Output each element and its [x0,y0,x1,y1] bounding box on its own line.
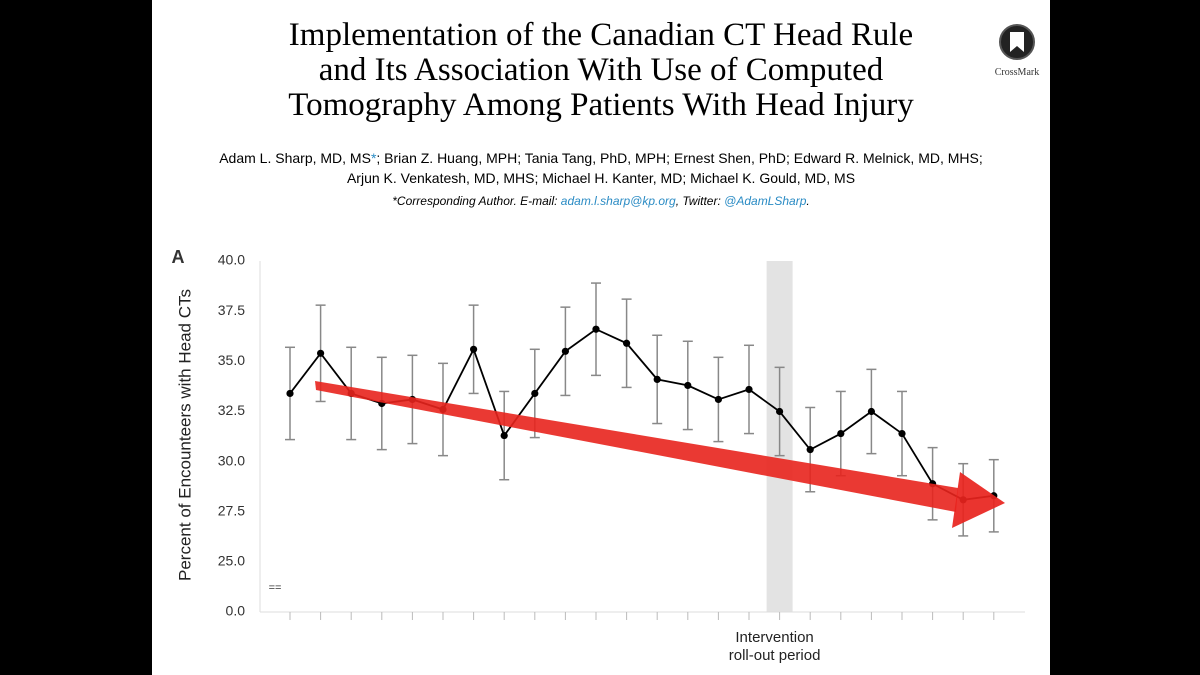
data-point [806,446,814,454]
data-point [776,407,784,416]
panel-label: A [172,247,185,267]
author-line: Arjun K. Venkatesh, MD, MHS; Michael H. … [346,170,856,186]
y-tick-label: 0.0 [226,603,246,619]
corr-text: *Corresponding Author. E-mail: [392,194,561,208]
data-point [286,389,294,398]
y-tick-label: 37.5 [218,302,245,318]
crossmark-icon [999,24,1035,60]
data-point [745,385,753,394]
data-point [500,431,508,440]
data-point [898,429,906,438]
data-point [561,347,570,355]
paper-sheet: Implementation of the Canadian CT Head R… [152,0,1050,675]
data-point [653,375,661,383]
author-text: ; Brian Z. Huang, MPH; Tania Tang, PhD, … [376,150,983,166]
data-point [470,345,478,353]
title-line: Implementation of the Canadian CT Head R… [288,17,914,53]
y-tick-label: 30.0 [218,452,245,468]
y-tick-label: 35.0 [218,352,245,368]
data-point [317,349,325,357]
authors: Adam L. Sharp, MD, MS*; Brian Z. Huang, … [152,148,1050,188]
author-text: Adam L. Sharp, MD, MS [219,150,371,166]
red-arrow-shaft [315,381,958,512]
rollout-label: Intervention [735,629,813,646]
data-point [714,395,723,404]
crossmark[interactable]: CrossMark [988,22,1046,78]
author-line: Adam L. Sharp, MD, MS*; Brian Z. Huang, … [152,148,1050,168]
data-point [867,407,876,416]
corr-text: , Twitter: [675,194,725,208]
y-tick-label: 40.0 [218,252,245,268]
crossmark-label: CrossMark [994,67,1040,78]
data-point [623,339,631,347]
rollout-label: roll-out period [729,647,821,664]
axis-break: == [269,582,282,594]
red-arrow-head [952,472,1005,528]
twitter-link[interactable]: @AdamLSharp [724,194,807,208]
title-line: and Its Association With Use of Computed [318,52,884,88]
y-tick-label: 27.5 [218,503,245,519]
data-point [684,381,692,390]
asterisk: * [370,150,377,166]
data-point [531,389,539,398]
email-link[interactable]: adam.l.sharp@kp.org [560,194,676,208]
correspondence: *Corresponding Author. E-mail: adam.l.sh… [152,194,1050,208]
y-tick-label: 25.0 [218,553,245,569]
data-point [592,325,600,333]
corr-text: . [806,194,810,208]
paper-title: Implementation of the Canadian CT Head R… [152,18,1050,123]
title-line: Tomography Among Patients With Head Inju… [288,87,914,123]
data-point [837,429,845,438]
y-axis-title: Percent of Encounteers with Head CTs [175,289,194,581]
y-tick-label: 32.5 [218,402,245,418]
